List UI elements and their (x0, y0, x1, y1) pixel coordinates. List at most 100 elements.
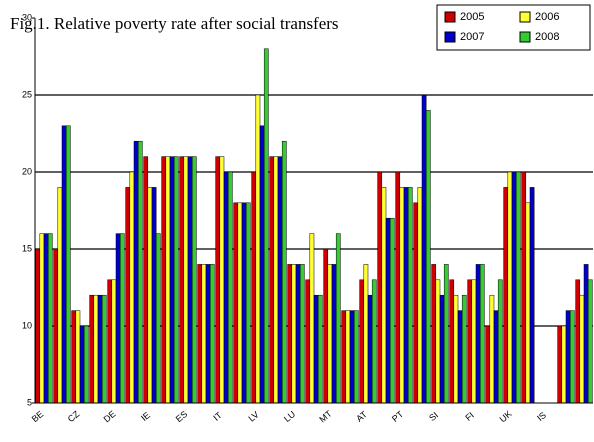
bar (449, 279, 455, 404)
bar (115, 233, 121, 404)
bar (197, 264, 203, 404)
bar (125, 187, 131, 404)
bar (399, 187, 405, 404)
bar (97, 294, 103, 404)
bar (305, 279, 311, 404)
bar (281, 140, 287, 404)
bar (47, 233, 53, 404)
bar (493, 310, 499, 404)
bar (407, 187, 413, 404)
bar (183, 156, 189, 404)
bar (503, 187, 509, 404)
bar (129, 171, 135, 404)
bar (263, 48, 269, 404)
bar (65, 125, 71, 404)
legend-label: 2005 (460, 11, 484, 23)
bar (359, 279, 365, 404)
bar (79, 325, 85, 404)
legend-box (436, 4, 591, 51)
bar (583, 264, 589, 404)
bar (363, 264, 369, 404)
bar (233, 202, 239, 404)
bar (71, 310, 77, 404)
bar (439, 294, 445, 404)
bar (57, 187, 63, 404)
y-tick-label: 15 (22, 243, 32, 253)
bar (497, 279, 503, 404)
bar (205, 264, 211, 404)
bar (223, 171, 229, 404)
bar (165, 156, 171, 404)
bar (111, 279, 117, 404)
bar (83, 325, 89, 404)
y-tick-label: 25 (22, 89, 32, 99)
bar (39, 233, 45, 404)
bar (367, 294, 373, 404)
bar (219, 156, 225, 404)
bar (61, 125, 67, 404)
bar (173, 156, 179, 404)
bar (485, 325, 491, 404)
bar (529, 187, 535, 404)
bar (237, 202, 243, 404)
bar (345, 310, 351, 404)
bar (417, 187, 423, 404)
y-tick-label: 5 (27, 397, 32, 407)
bar (291, 264, 297, 404)
chart-title: Fig.1. Relative poverty rate after socia… (10, 14, 339, 33)
bar (425, 110, 431, 404)
bar (259, 125, 265, 404)
legend-swatch (444, 31, 456, 43)
bar (579, 294, 585, 404)
legend-swatch (519, 11, 531, 23)
bar (431, 264, 437, 404)
bar (295, 264, 301, 404)
bar (443, 264, 449, 404)
bar (453, 294, 459, 404)
bar (341, 310, 347, 404)
legend-label: 2007 (460, 31, 484, 43)
bar (515, 171, 521, 404)
bar (89, 294, 95, 404)
legend-swatch (519, 31, 531, 43)
bar (323, 248, 329, 404)
bar (269, 156, 275, 404)
bar (241, 202, 247, 404)
bar (371, 279, 377, 404)
bar (421, 94, 427, 404)
bar (511, 171, 517, 404)
bar (413, 202, 419, 404)
bar (569, 310, 575, 404)
bar (187, 156, 193, 404)
bar (151, 187, 157, 404)
bar (101, 294, 107, 404)
bar (245, 202, 251, 404)
bar (227, 171, 233, 404)
bar (331, 264, 337, 404)
bar (457, 310, 463, 404)
bar (565, 310, 571, 404)
bar (309, 233, 315, 404)
bar (403, 187, 409, 404)
bar (251, 171, 257, 404)
bar (273, 156, 279, 404)
bar (155, 233, 161, 404)
bar (137, 140, 143, 404)
bar (435, 279, 441, 404)
bar (277, 156, 283, 404)
bar (353, 310, 359, 404)
bar (43, 233, 49, 404)
bar (575, 279, 581, 404)
bar (557, 325, 563, 404)
bar (143, 156, 149, 404)
bar (75, 310, 81, 404)
bar (389, 217, 395, 404)
bar (525, 202, 531, 404)
bar (327, 264, 333, 404)
bar (467, 279, 473, 404)
bar (93, 294, 99, 404)
bar (287, 264, 293, 404)
bar (191, 156, 197, 404)
bar (133, 140, 139, 404)
